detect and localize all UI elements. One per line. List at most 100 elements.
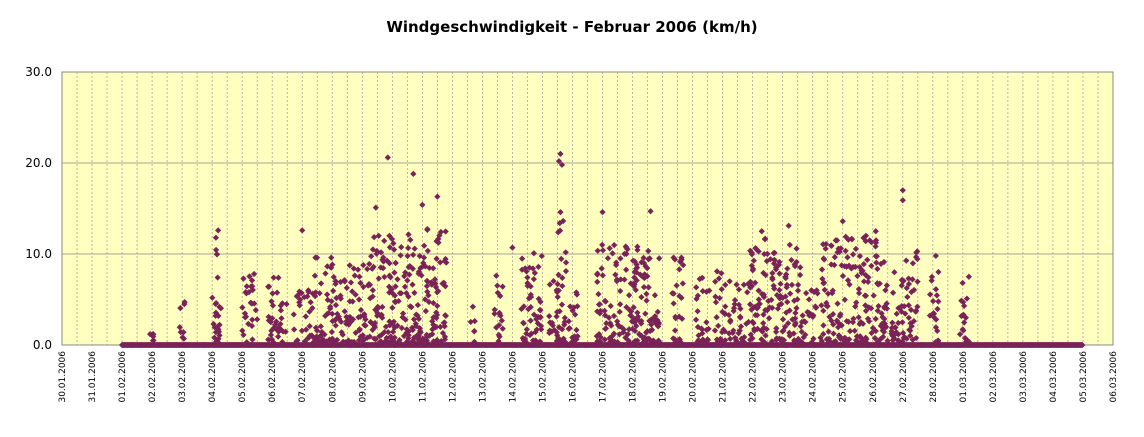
data-point: [380, 265, 387, 272]
data-point: [367, 319, 374, 326]
data-point: [306, 334, 313, 341]
data-point: [829, 287, 836, 294]
data-point: [906, 326, 913, 334]
data-point: [282, 328, 289, 335]
data-point: [761, 338, 768, 346]
data-point: [388, 286, 395, 293]
data-point: [322, 270, 329, 277]
data-point: [749, 318, 756, 325]
data-point: [342, 339, 349, 346]
data-point: [424, 278, 431, 285]
data-point: [798, 328, 805, 335]
data-point: [907, 320, 914, 327]
data-point: [275, 333, 282, 340]
data-point: [323, 338, 330, 345]
data-point: [494, 289, 501, 296]
data-point: [441, 336, 449, 343]
data-point: [794, 296, 801, 303]
data-point: [785, 320, 792, 327]
data-point: [442, 255, 449, 263]
data-point: [722, 281, 729, 288]
data-point: [533, 326, 540, 333]
data-point: [797, 323, 804, 330]
data-point: [423, 331, 430, 338]
data-point: [961, 319, 968, 326]
data-point: [598, 265, 605, 272]
data-point: [324, 291, 331, 298]
data-point: [755, 287, 762, 294]
data-point: [279, 338, 286, 346]
data-point: [433, 337, 441, 344]
data-point: [351, 272, 358, 279]
data-point: [433, 255, 440, 262]
x-tick-label: 16.02.2006: [568, 351, 578, 403]
vertical-gridlines: [76, 72, 1099, 345]
data-point: [410, 316, 418, 323]
data-point: [440, 319, 447, 327]
data-point: [352, 291, 359, 298]
data-point: [725, 311, 732, 319]
data-point: [830, 321, 837, 328]
data-point: [779, 316, 787, 323]
data-point: [380, 254, 387, 261]
data-point: [601, 297, 609, 304]
data-point: [402, 269, 409, 276]
data-point: [433, 237, 440, 245]
data-point: [760, 269, 767, 277]
data-point: [433, 314, 440, 322]
data-point: [374, 312, 381, 319]
x-axis-ticks: 30.01.2006 31.01.2006 01.02.2006 02.02.2006…: [58, 351, 1119, 403]
data-point: [498, 317, 505, 324]
data-point: [242, 289, 249, 296]
data-point: [309, 305, 316, 312]
data-point: [760, 311, 767, 318]
data-point: [914, 278, 921, 285]
x-tick-label: 27.02.2006: [899, 351, 909, 403]
data-point: [872, 253, 879, 260]
data-point: [376, 333, 383, 340]
data-point: [339, 331, 346, 338]
data-point: [302, 313, 309, 320]
data-point: [273, 289, 281, 296]
data-point: [907, 332, 914, 339]
data-point: [328, 254, 335, 261]
data-point: [535, 263, 542, 270]
data-point: [524, 274, 531, 281]
data-point: [296, 296, 304, 303]
data-point: [283, 301, 290, 308]
data-point: [422, 308, 429, 315]
data-point: [529, 265, 536, 272]
data-point: [430, 299, 437, 307]
data-point: [900, 329, 907, 337]
data-point: [403, 290, 410, 297]
data-point: [425, 298, 433, 306]
data-point: [727, 318, 734, 325]
data-point: [747, 284, 754, 291]
data-point: [633, 261, 640, 268]
data-point: [293, 338, 300, 345]
data-point: [401, 283, 409, 290]
data-point: [386, 272, 393, 279]
data-point: [638, 293, 645, 301]
data-point: [604, 255, 612, 262]
x-tick-label: 05.02.2006: [238, 351, 248, 403]
data-point: [267, 331, 275, 339]
data-point: [366, 333, 373, 340]
data-point: [380, 258, 387, 265]
data-point: [416, 325, 423, 332]
x-tick-label: 18.02.2006: [629, 351, 639, 403]
data-point: [725, 330, 733, 337]
data-point: [491, 310, 498, 317]
data-point: [312, 292, 319, 300]
data-point: [341, 308, 348, 315]
data-point: [407, 303, 414, 310]
data-point: [430, 265, 437, 272]
data-point: [673, 282, 680, 289]
data-point: [381, 329, 388, 336]
y-tick-label: 10.0: [25, 247, 52, 261]
data-point: [434, 302, 441, 309]
data-point: [311, 335, 318, 342]
data-point: [356, 326, 363, 333]
x-tick-label: 02.03.2006: [989, 351, 999, 403]
data-point: [471, 318, 478, 325]
